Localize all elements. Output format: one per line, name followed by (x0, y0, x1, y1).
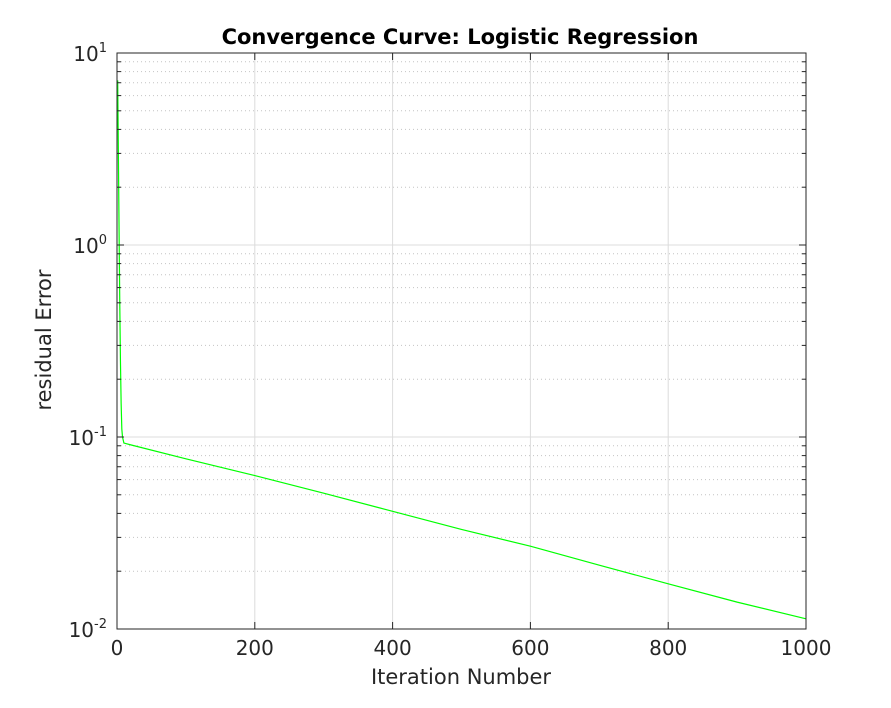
x-tick-label: 1000 (781, 636, 832, 660)
y-axis-label: residual Error (32, 269, 56, 410)
series-line (117, 80, 807, 620)
chart-title: Convergence Curve: Logistic Regression (222, 25, 699, 49)
axes-layer (116, 52, 807, 630)
axes-frame (116, 52, 807, 630)
x-tick-label: 0 (111, 636, 124, 660)
y-tick-label: 100 (73, 233, 107, 258)
series-layer (117, 80, 807, 620)
x-tick-label: 200 (236, 636, 274, 660)
y-tick-label: 10-2 (69, 617, 107, 642)
x-tick-label: 400 (374, 636, 412, 660)
y-tick-label: 101 (73, 41, 107, 66)
y-tick-label: 10-1 (69, 425, 107, 450)
x-tick-label: 800 (649, 636, 687, 660)
x-axis-label: Iteration Number (371, 665, 551, 689)
ticks-layer: 0 200 400 600 800 1000 10-2 10-1 100 101 (69, 41, 832, 660)
x-tick-label: 600 (511, 636, 549, 660)
